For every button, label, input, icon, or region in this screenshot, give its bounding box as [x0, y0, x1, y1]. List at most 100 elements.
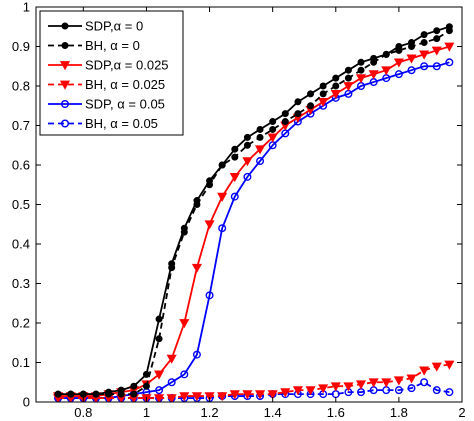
- legend-label: BH, α = 0.025: [85, 77, 165, 92]
- x-tick-label: 1.4: [264, 405, 282, 420]
- data-point: [130, 390, 138, 398]
- legend-item: BH, α = 0.025: [48, 77, 165, 92]
- data-point: [229, 172, 240, 183]
- data-point: [204, 220, 215, 230]
- data-point: [67, 390, 75, 398]
- data-point: [355, 380, 367, 390]
- data-point: [142, 370, 150, 378]
- data-point: [168, 260, 176, 268]
- data-point: [105, 388, 113, 396]
- data-point: [230, 192, 239, 201]
- data-point: [281, 110, 289, 118]
- data-point: [218, 161, 226, 169]
- data-point: [344, 66, 352, 74]
- data-point: [166, 394, 177, 402]
- data-point: [217, 392, 228, 402]
- y-tick-label: 0.2: [12, 316, 30, 331]
- data-point: [357, 58, 365, 66]
- legend-item: BH, α = 0: [48, 38, 140, 53]
- data-point: [269, 118, 277, 126]
- data-point: [155, 386, 164, 395]
- data-point: [432, 62, 441, 71]
- data-point: [420, 39, 428, 47]
- data-point: [192, 350, 201, 359]
- data-point: [393, 376, 404, 386]
- plot-area: [53, 23, 455, 402]
- data-point: [231, 145, 239, 153]
- y-tick-label: 0.5: [12, 197, 30, 212]
- legend-swatch-marker: [61, 119, 70, 128]
- data-point: [381, 378, 392, 388]
- data-point: [445, 58, 454, 67]
- data-point: [180, 370, 189, 379]
- series-3: [53, 360, 455, 402]
- data-point: [444, 42, 455, 52]
- data-point: [166, 354, 177, 364]
- data-point: [204, 392, 215, 402]
- data-point: [394, 70, 403, 79]
- data-point: [193, 197, 201, 205]
- data-point: [267, 390, 278, 400]
- data-point: [343, 382, 354, 392]
- data-point: [254, 390, 266, 400]
- data-point: [155, 335, 163, 343]
- data-point: [79, 390, 87, 398]
- legend-item: SDP,α = 0.025: [48, 58, 169, 73]
- x-tick-label: 1.8: [390, 405, 408, 420]
- legend-item: SDP,α = 0: [48, 19, 143, 34]
- y-tick-label: 0: [23, 395, 30, 410]
- data-point: [254, 145, 266, 155]
- data-point: [242, 390, 253, 400]
- y-tick-label: 0.1: [12, 355, 30, 370]
- data-point: [357, 66, 365, 74]
- y-tick-label: 0.3: [12, 276, 30, 291]
- data-point: [432, 386, 441, 395]
- legend-item: BH, α = 0.05: [48, 116, 158, 131]
- data-point: [332, 74, 340, 82]
- data-point: [381, 66, 392, 76]
- data-point: [318, 384, 329, 394]
- legend-label: BH, α = 0: [85, 38, 140, 53]
- axes: 0.8 1 1.2 1.4 1.6 1.8 2 0 0.1 0.2 0.3 0.4 0.5 0.6 0.7 0…: [12, 0, 466, 420]
- series-0: [54, 23, 453, 398]
- legend-label: SDP,α = 0: [85, 19, 143, 34]
- data-point: [243, 172, 252, 181]
- data-point: [420, 31, 428, 39]
- data-point: [407, 66, 416, 75]
- data-point: [191, 392, 202, 402]
- data-point: [419, 50, 430, 60]
- legend-label: SDP, α = 0.05: [85, 97, 165, 112]
- data-point: [218, 224, 227, 233]
- legend: SDP,α = 0 BH, α = 0 SDP,α = 0.025 BH, α = 0…: [39, 10, 184, 136]
- y-tick-label: 1: [23, 0, 30, 15]
- y-tick-label: 0.8: [12, 79, 30, 94]
- data-point: [406, 374, 417, 384]
- data-point: [269, 125, 277, 133]
- legend-swatch-marker: [59, 61, 71, 71]
- data-point: [433, 35, 441, 43]
- data-point: [330, 382, 341, 392]
- data-point: [394, 386, 403, 395]
- data-point: [242, 157, 253, 167]
- y-tick-label: 0.9: [12, 39, 30, 54]
- data-point: [355, 74, 367, 84]
- y-tick-label: 0.4: [12, 237, 30, 252]
- x-tick-label: 1.6: [327, 405, 345, 420]
- data-point: [294, 98, 302, 106]
- legend-label: BH, α = 0.05: [85, 116, 158, 131]
- data-point: [206, 177, 214, 185]
- data-point: [243, 133, 251, 141]
- y-tick-label: 0.6: [12, 158, 30, 173]
- data-point: [343, 82, 354, 92]
- data-point: [368, 378, 379, 388]
- data-point: [229, 390, 240, 400]
- data-point: [231, 153, 239, 161]
- x-tick-label: 0.8: [74, 405, 92, 420]
- data-point: [130, 382, 138, 390]
- data-point: [395, 43, 403, 50]
- x-tick-label: 1.2: [201, 405, 219, 420]
- data-point: [117, 386, 125, 394]
- data-point: [330, 90, 341, 100]
- legend-swatch-marker: [59, 80, 71, 90]
